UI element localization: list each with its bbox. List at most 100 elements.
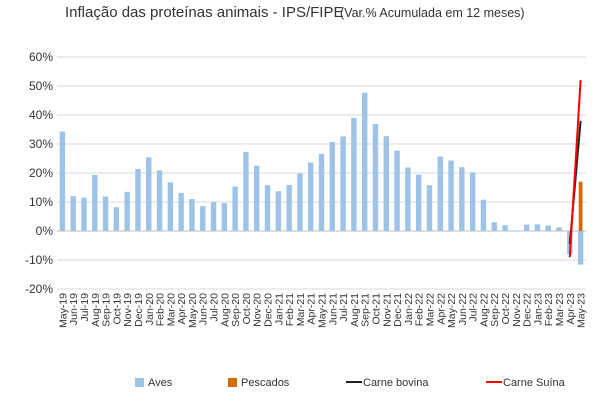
x-tick-label: Dec-20 xyxy=(263,293,275,327)
x-tick-label: Jul-21 xyxy=(338,293,350,322)
y-tick-label: -20% xyxy=(25,282,53,296)
line-carne-suína xyxy=(568,80,582,258)
chart-title: Inflação das proteínas animais - IPS/FIP… xyxy=(65,4,343,21)
legend-label-aves: Aves xyxy=(148,377,173,389)
x-tick-label: Mar-20 xyxy=(165,293,177,326)
x-tick-label: Aug-21 xyxy=(349,293,361,327)
bar-aves xyxy=(491,222,497,231)
bar-aves xyxy=(448,160,454,231)
x-tick-label: Apr-23 xyxy=(565,293,577,325)
bar-aves xyxy=(102,196,109,231)
x-tick-label: Jul-20 xyxy=(209,293,221,322)
bar-aves xyxy=(308,162,314,231)
x-tick-label: Nov-20 xyxy=(252,293,264,327)
x-tick-label: Oct-22 xyxy=(500,293,512,325)
bar-pescados xyxy=(578,181,583,231)
x-tick-label: Jan-22 xyxy=(403,293,415,325)
bar-aves xyxy=(318,153,325,231)
bar-aves xyxy=(178,193,184,231)
x-tick-label: Jan-20 xyxy=(144,293,156,325)
x-tick-label: May-23 xyxy=(576,293,588,328)
bar-aves xyxy=(577,231,584,265)
x-tick-label: Jan-23 xyxy=(532,293,544,325)
bar-series xyxy=(59,92,584,265)
bar-aves xyxy=(480,199,487,231)
bar-aves xyxy=(156,170,163,231)
bar-aves xyxy=(59,131,66,231)
x-tick-label: Dec-21 xyxy=(392,293,404,327)
bar-aves xyxy=(469,172,476,231)
bar-aves xyxy=(92,175,98,231)
x-tick-label: Oct-21 xyxy=(370,293,382,325)
bar-aves xyxy=(545,225,551,231)
bar-aves xyxy=(523,224,530,231)
y-tick-label: 60% xyxy=(29,50,53,64)
x-tick-label: May-21 xyxy=(317,293,329,328)
y-tick-label: 0% xyxy=(36,224,54,238)
bar-aves xyxy=(415,174,422,231)
bar-aves xyxy=(394,150,400,231)
x-tick-label: Jul-19 xyxy=(79,293,91,322)
bar-aves xyxy=(426,185,433,231)
x-tick-label: Sep-21 xyxy=(360,293,372,327)
x-tick-label: Feb-22 xyxy=(414,293,426,326)
bar-aves xyxy=(437,156,443,231)
x-tick-label: Feb-21 xyxy=(284,293,296,326)
x-tick-label: Jan-21 xyxy=(273,293,285,325)
legend-label-carne-bovina: Carne bovina xyxy=(363,377,429,389)
bar-aves xyxy=(405,167,411,231)
x-tick-label: May-22 xyxy=(446,293,458,328)
x-tick-label: Jun-21 xyxy=(327,293,339,325)
x-tick-label: Apr-22 xyxy=(435,293,447,325)
y-tick-label: -10% xyxy=(25,253,53,267)
bar-aves xyxy=(340,136,346,231)
bar-aves xyxy=(124,191,130,231)
line-series xyxy=(568,80,582,258)
bar-aves xyxy=(372,123,379,231)
y-axis-ticks: -20% -10% 0% 10% 20% 30% 40% 50% 60% xyxy=(25,50,53,296)
x-tick-label: Feb-20 xyxy=(155,293,167,326)
bar-aves xyxy=(113,207,120,231)
y-tick-label: 40% xyxy=(29,108,53,122)
x-tick-label: Jun-20 xyxy=(198,293,210,325)
bar-aves xyxy=(297,173,303,231)
bar-aves xyxy=(81,197,87,231)
x-tick-label: Jul-22 xyxy=(468,293,480,322)
x-tick-label: Mar-22 xyxy=(424,293,436,326)
bar-aves xyxy=(70,196,76,231)
x-tick-label: May-19 xyxy=(57,293,69,328)
legend-swatch-aves xyxy=(135,378,144,387)
bar-aves xyxy=(167,182,174,231)
bar-aves xyxy=(329,141,335,231)
bar-aves xyxy=(351,117,357,231)
chart-subtitle: (Var.% Acumulada em 12 meses) xyxy=(340,6,525,20)
bar-aves xyxy=(200,206,206,231)
bar-aves xyxy=(513,230,519,231)
y-tick-label: 30% xyxy=(29,137,53,151)
legend: Aves Pescados Carne bovina Carne Suína xyxy=(135,377,566,389)
x-axis-ticks: May-19Jun-19Jul-19Aug-19Sep-19Oct-19Nov-… xyxy=(57,293,587,328)
x-tick-label: Dec-22 xyxy=(522,293,534,327)
y-tick-label: 50% xyxy=(29,79,53,93)
legend-label-pescados: Pescados xyxy=(241,377,290,389)
legend-label-carne-suína: Carne Suína xyxy=(503,377,566,389)
x-tick-label: Apr-20 xyxy=(176,293,188,325)
bar-aves xyxy=(556,227,562,231)
x-tick-label: May-20 xyxy=(187,293,199,328)
bar-aves xyxy=(383,136,389,231)
x-tick-label: Dec-19 xyxy=(133,293,145,327)
x-tick-label: Aug-19 xyxy=(90,293,102,327)
bar-aves xyxy=(502,225,508,231)
bar-aves xyxy=(243,151,249,231)
x-tick-label: Jun-22 xyxy=(457,293,469,325)
x-tick-label: Sep-20 xyxy=(230,293,242,327)
x-tick-label: Sep-19 xyxy=(101,293,113,327)
legend-swatch-pescados xyxy=(228,378,237,387)
x-tick-label: Sep-22 xyxy=(489,293,501,327)
x-tick-label: Nov-22 xyxy=(511,293,523,327)
bar-aves xyxy=(264,185,271,231)
bar-aves xyxy=(221,203,228,231)
x-tick-label: Oct-20 xyxy=(241,293,253,325)
bar-aves xyxy=(361,92,368,231)
